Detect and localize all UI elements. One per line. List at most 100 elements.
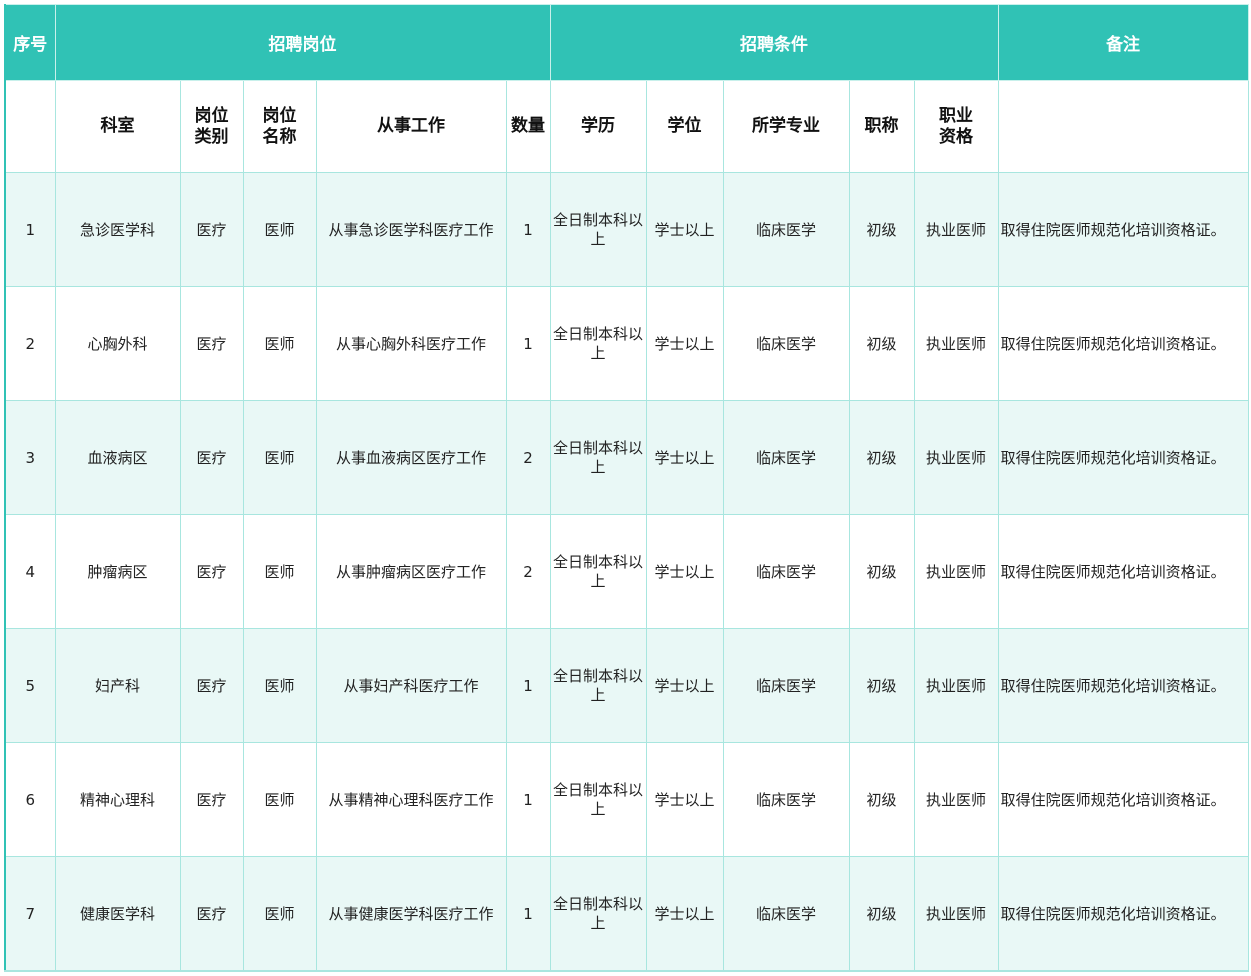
cell-edu: 全日制本科以上 [549, 286, 647, 401]
subheader-type: 岗位 类别 [179, 80, 244, 173]
cell-qual: 执业医师 [913, 628, 999, 743]
cell-major: 临床医学 [722, 514, 850, 629]
cell-work: 从事急诊医学科医疗工作 [315, 172, 507, 287]
cell-count: 2 [505, 514, 551, 629]
cell-count: 1 [505, 856, 551, 972]
cell-name: 医师 [242, 400, 317, 515]
cell-no: 5 [4, 628, 56, 743]
cell-qual: 执业医师 [913, 514, 999, 629]
cell-count: 1 [505, 286, 551, 401]
cell-degree: 学士以上 [645, 514, 724, 629]
cell-name: 医师 [242, 172, 317, 287]
cell-no: 3 [4, 400, 56, 515]
cell-remark: 取得住院医师规范化培训资格证。 [997, 628, 1249, 743]
cell-degree: 学士以上 [645, 400, 724, 515]
cell-dept: 血液病区 [54, 400, 181, 515]
subheader-name: 岗位 名称 [242, 80, 317, 173]
cell-major: 临床医学 [722, 628, 850, 743]
cell-no: 6 [4, 742, 56, 857]
cell-dept: 妇产科 [54, 628, 181, 743]
cell-name: 医师 [242, 286, 317, 401]
subheader-empty [4, 80, 56, 173]
subheader-name-line2: 名称 [262, 126, 297, 147]
cell-dept: 急诊医学科 [54, 172, 181, 287]
cell-no: 2 [4, 286, 56, 401]
cell-remark: 取得住院医师规范化培训资格证。 [997, 742, 1249, 857]
cell-edu: 全日制本科以上 [549, 742, 647, 857]
table-row: 1 急诊医学科 医疗 医师 从事急诊医学科医疗工作 1 全日制本科以上 学士以上 临床医学 初级执… [4, 172, 1249, 287]
cell-remark: 取得住院医师规范化培训资格证。 [997, 514, 1249, 629]
cell-title: 初级 [848, 400, 915, 515]
header-no: 序号 [4, 4, 56, 81]
cell-work: 从事精神心理科医疗工作 [315, 742, 507, 857]
cell-degree: 学士以上 [645, 742, 724, 857]
cell-major: 临床医学 [722, 172, 850, 287]
cell-title: 初级 [848, 172, 915, 287]
cell-count: 1 [505, 742, 551, 857]
cell-qual: 执业医师 [913, 742, 999, 857]
cell-dept: 健康医学科 [54, 856, 181, 972]
cell-title: 初级 [848, 514, 915, 629]
cell-name: 医师 [242, 742, 317, 857]
subheader-remark-empty [997, 80, 1249, 173]
cell-edu: 全日制本科以上 [549, 628, 647, 743]
subheader-type-line1: 岗位 [194, 105, 229, 126]
cell-name: 医师 [242, 628, 317, 743]
cell-work: 从事健康医学科医疗工作 [315, 856, 507, 972]
cell-remark: 取得住院医师规范化培训资格证。 [997, 856, 1249, 972]
table-row: 7 健康医学科 医疗 医师 从事健康医学科医疗工作 1 全日制本科以上 学士以上 临床医学 初级执… [4, 856, 1249, 972]
subheader-major: 所学专业 [722, 80, 850, 173]
cell-qual: 执业医师 [913, 172, 999, 287]
cell-major: 临床医学 [722, 856, 850, 972]
cell-degree: 学士以上 [645, 172, 724, 287]
cell-work: 从事肿瘤病区医疗工作 [315, 514, 507, 629]
table-row: 6 精神心理科 医疗 医师 从事精神心理科医疗工作 1 全日制本科以上 学士以上 临床医学 初级执… [4, 742, 1249, 857]
cell-title: 初级 [848, 286, 915, 401]
table-row: 3 血液病区 医疗 医师 从事血液病区医疗工作 2 全日制本科以上 学士以上 临床医学 初级 执业医… [4, 400, 1249, 515]
cell-type: 医疗 [179, 172, 244, 287]
cell-edu: 全日制本科以上 [549, 172, 647, 287]
subheader-count: 数量 [505, 80, 551, 173]
cell-major: 临床医学 [722, 400, 850, 515]
cell-major: 临床医学 [722, 286, 850, 401]
cell-type: 医疗 [179, 286, 244, 401]
cell-type: 医疗 [179, 400, 244, 515]
cell-title: 初级 [848, 628, 915, 743]
cell-title: 初级 [848, 856, 915, 972]
cell-degree: 学士以上 [645, 286, 724, 401]
subheader-type-line2: 类别 [194, 126, 229, 147]
cell-remark: 取得住院医师规范化培训资格证。 [997, 172, 1249, 287]
subheader-work: 从事工作 [315, 80, 507, 173]
subheader-qual: 职业 资格 [913, 80, 999, 173]
cell-no: 1 [4, 172, 56, 287]
table-row: 2 心胸外科 医疗 医师 从事心胸外科医疗工作 1 全日制本科以上 学士以上 临床医学 初级 执业医… [4, 286, 1249, 401]
cell-work: 从事心胸外科医疗工作 [315, 286, 507, 401]
cell-no: 4 [4, 514, 56, 629]
cell-qual: 执业医师 [913, 400, 999, 515]
header-condition-group: 招聘条件 [549, 4, 999, 81]
cell-remark: 取得住院医师规范化培训资格证。 [997, 286, 1249, 401]
cell-count: 1 [505, 172, 551, 287]
subheader-edu: 学历 [549, 80, 647, 173]
cell-remark: 取得住院医师规范化培训资格证。 [997, 400, 1249, 515]
header-position-group: 招聘岗位 [54, 4, 551, 81]
cell-type: 医疗 [179, 742, 244, 857]
cell-name: 医师 [242, 856, 317, 972]
cell-title: 初级 [848, 742, 915, 857]
table-row: 4 肿瘤病区 医疗 医师 从事肿瘤病区医疗工作 2 全日制本科以上 学士以上 临床医学 初级 执业医… [4, 514, 1249, 629]
cell-type: 医疗 [179, 628, 244, 743]
cell-dept: 心胸外科 [54, 286, 181, 401]
cell-dept: 肿瘤病区 [54, 514, 181, 629]
table-row: 5 妇产科 医疗 医师 从事妇产科医疗工作 1 全日制本科以上 学士以上 临床医学 初级 执业医师取… [4, 628, 1249, 743]
subheader-title: 职称 [848, 80, 915, 173]
cell-work: 从事妇产科医疗工作 [315, 628, 507, 743]
cell-edu: 全日制本科以上 [549, 400, 647, 515]
cell-qual: 执业医师 [913, 856, 999, 972]
header-remark: 备注 [997, 4, 1249, 81]
cell-degree: 学士以上 [645, 628, 724, 743]
cell-type: 医疗 [179, 856, 244, 972]
cell-dept: 精神心理科 [54, 742, 181, 857]
cell-count: 2 [505, 400, 551, 515]
subheader-qual-line2: 资格 [939, 126, 974, 147]
subheader-degree: 学位 [645, 80, 724, 173]
